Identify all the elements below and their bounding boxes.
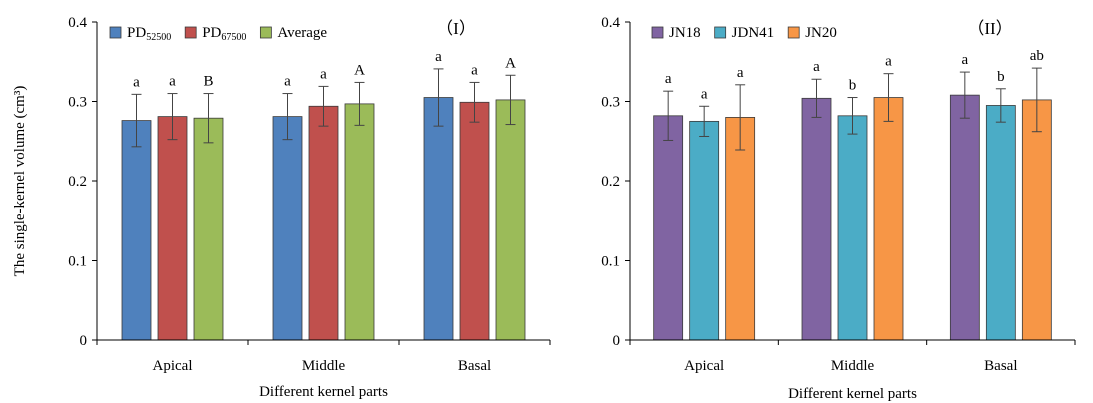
y-tick-label: 0.4 xyxy=(601,15,620,31)
legend-swatch xyxy=(714,26,727,39)
significance-label: B xyxy=(203,74,213,90)
bar xyxy=(344,103,375,341)
legend-label: JN18 xyxy=(669,25,701,41)
x-category-label: Apical xyxy=(684,358,724,374)
significance-label: ab xyxy=(1030,48,1044,64)
legend-swatch xyxy=(109,26,122,39)
y-tick-label: 0.1 xyxy=(68,254,87,270)
legend-label: JN20 xyxy=(805,25,837,41)
y-tick-label: 0.2 xyxy=(68,174,87,190)
bar xyxy=(423,97,454,341)
x-category-label: Middle xyxy=(302,358,346,374)
legend-label: PD67500 xyxy=(202,25,246,43)
significance-label: a xyxy=(320,66,327,82)
legend-swatch xyxy=(787,26,800,39)
significance-label: A xyxy=(505,55,516,71)
bar xyxy=(801,97,832,341)
bar xyxy=(985,105,1016,341)
bar xyxy=(272,116,303,341)
bar xyxy=(121,120,152,341)
significance-label: a xyxy=(737,65,744,81)
significance-label: a xyxy=(701,86,708,102)
y-tick-label: 0.2 xyxy=(601,174,620,190)
bar xyxy=(837,115,868,341)
significance-label: a xyxy=(169,74,176,90)
x-category-label: Basal xyxy=(984,358,1017,374)
significance-label: b xyxy=(849,78,857,94)
panel-i: a a a a a a B A A 0 0.1 0.2 0.3 0.4 Apical Middle Basa… xyxy=(12,15,551,400)
bar xyxy=(949,94,980,341)
y-tick-label: 0.4 xyxy=(68,15,87,31)
bar xyxy=(1021,99,1052,341)
legend-label: JDN41 xyxy=(732,25,775,41)
y-tick-label: 0.1 xyxy=(601,254,620,270)
significance-label: a xyxy=(471,62,478,78)
bar xyxy=(308,105,339,341)
y-tick-label: 0.3 xyxy=(68,95,87,111)
legend-swatch xyxy=(651,26,664,39)
x-category-label: Apical xyxy=(153,358,193,374)
bar xyxy=(193,117,224,341)
legend-label: Average xyxy=(277,25,327,41)
x-category-label: Basal xyxy=(458,358,491,374)
legend-swatch xyxy=(184,26,197,39)
x-axis-title: Different kernel parts xyxy=(788,386,917,402)
y-tick-label: 0.3 xyxy=(601,95,620,111)
bar xyxy=(157,116,188,341)
legend-label: PD52500 xyxy=(127,25,171,43)
bar xyxy=(495,99,526,341)
x-category-label: Middle xyxy=(831,358,875,374)
y-tick-label: 0 xyxy=(613,333,621,349)
bar xyxy=(689,120,720,341)
significance-label: a xyxy=(133,74,140,90)
bar xyxy=(653,115,684,341)
significance-label: a xyxy=(435,49,442,65)
significance-label: b xyxy=(997,69,1005,85)
bar xyxy=(459,101,490,341)
bar xyxy=(725,117,756,341)
panel-label: （II） xyxy=(967,19,1012,38)
bar xyxy=(873,97,904,341)
significance-label: a xyxy=(813,59,820,75)
significance-label: A xyxy=(354,62,365,78)
y-tick-label: 0 xyxy=(80,333,88,349)
x-axis-title: Different kernel parts xyxy=(259,384,388,400)
significance-label: a xyxy=(961,52,968,68)
panel-label: （I） xyxy=(436,19,476,38)
significance-label: a xyxy=(885,54,892,70)
significance-label: a xyxy=(284,74,291,90)
significance-label: a xyxy=(665,71,672,87)
legend-swatch xyxy=(259,26,272,39)
y-axis-title: The single-kernel volume (cm³) xyxy=(12,86,28,277)
